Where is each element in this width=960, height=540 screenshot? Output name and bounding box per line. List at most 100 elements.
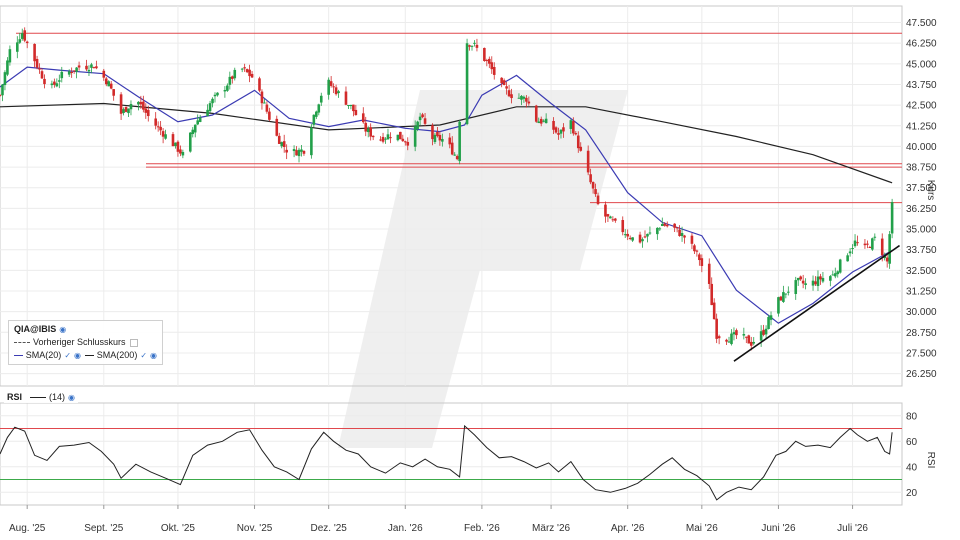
candle-body bbox=[821, 277, 825, 282]
candle-body bbox=[604, 204, 607, 217]
candle-body bbox=[33, 43, 36, 62]
candle-body bbox=[510, 94, 513, 99]
candle-body bbox=[90, 64, 93, 68]
rsi-tick-label: 20 bbox=[906, 488, 918, 499]
candle-body bbox=[3, 72, 7, 86]
candle-body bbox=[50, 83, 54, 86]
candle-body bbox=[544, 118, 548, 124]
candle-body bbox=[38, 68, 41, 70]
candle-body bbox=[35, 58, 39, 68]
candle-body bbox=[579, 146, 583, 151]
rsi-line bbox=[0, 424, 893, 501]
candle-body bbox=[846, 255, 849, 262]
candle-body bbox=[490, 62, 494, 70]
candle-body bbox=[43, 78, 46, 85]
candle-body bbox=[381, 136, 385, 142]
watermark-logo bbox=[338, 90, 628, 448]
candle-body bbox=[712, 302, 716, 320]
candle-body bbox=[801, 280, 805, 284]
candle-body bbox=[735, 330, 738, 336]
candle-body bbox=[641, 239, 644, 242]
candle-body bbox=[678, 229, 681, 237]
candle-body bbox=[502, 80, 506, 85]
rsi-tick-label: 40 bbox=[906, 462, 918, 473]
rsi-legend: RSI (14) ◉ bbox=[4, 392, 79, 403]
candle-body bbox=[453, 154, 457, 156]
candle-body bbox=[799, 276, 802, 280]
candle-body bbox=[139, 101, 143, 105]
candle-body bbox=[282, 141, 286, 147]
price-tick-label: 35.000 bbox=[906, 225, 937, 236]
candle-body bbox=[176, 141, 180, 152]
candle-body bbox=[193, 124, 197, 133]
check-icon[interactable]: ✓ bbox=[140, 351, 148, 360]
legend-sma-row: SMA(20) ✓ ◉ SMA(200) ✓ ◉ bbox=[14, 349, 157, 362]
candle-body bbox=[25, 41, 29, 44]
price-tick-label: 38.750 bbox=[906, 163, 937, 174]
candle-body bbox=[337, 91, 340, 94]
candle-body bbox=[164, 134, 167, 139]
candle-body bbox=[695, 250, 699, 252]
candle-body bbox=[119, 94, 123, 114]
candle-body bbox=[226, 85, 229, 91]
candle-body bbox=[198, 117, 202, 122]
price-tick-label: 43.750 bbox=[906, 80, 937, 91]
candle-body bbox=[70, 72, 73, 74]
candle-body bbox=[787, 291, 790, 293]
info-globe-icon[interactable]: ◉ bbox=[68, 393, 76, 402]
candle-body bbox=[0, 94, 2, 96]
candle-body bbox=[863, 243, 867, 246]
candle-body bbox=[888, 234, 891, 264]
candle-body bbox=[403, 141, 407, 143]
candle-body bbox=[883, 255, 887, 259]
candle-body bbox=[240, 68, 244, 70]
x-tick-label: März '26 bbox=[532, 523, 570, 534]
candle-body bbox=[539, 118, 543, 124]
candle-body bbox=[458, 121, 461, 162]
candle-body bbox=[431, 125, 434, 140]
candle-body bbox=[811, 280, 815, 286]
candle-body bbox=[122, 109, 125, 113]
candle-body bbox=[673, 223, 676, 228]
price-tick-label: 41.250 bbox=[906, 121, 937, 132]
candle-body bbox=[767, 317, 770, 329]
candle-body bbox=[465, 43, 469, 125]
candle-body bbox=[517, 97, 521, 99]
candle-body bbox=[851, 248, 854, 250]
candle-body bbox=[853, 240, 857, 247]
candle-body bbox=[777, 297, 780, 314]
price-tick-label: 33.750 bbox=[906, 245, 937, 256]
candle-body bbox=[525, 97, 528, 102]
candle-body bbox=[386, 134, 390, 140]
candle-body bbox=[436, 131, 439, 137]
check-icon[interactable]: ✓ bbox=[64, 351, 72, 360]
candle-body bbox=[347, 104, 350, 107]
candle-body bbox=[663, 223, 667, 226]
candle-body bbox=[75, 67, 78, 72]
candle-body bbox=[223, 89, 227, 92]
candle-body bbox=[329, 81, 333, 86]
candle-body bbox=[230, 76, 234, 79]
candle-body bbox=[742, 334, 746, 336]
candle-body bbox=[102, 70, 106, 78]
info-globe-icon[interactable]: ◉ bbox=[150, 351, 157, 360]
candle-body bbox=[243, 67, 246, 69]
info-globe-icon[interactable]: ◉ bbox=[59, 325, 67, 334]
candle-body bbox=[829, 276, 832, 281]
rsi-axis-title: RSI bbox=[925, 452, 936, 469]
candle-body bbox=[112, 89, 115, 96]
candle-body bbox=[782, 292, 785, 302]
candle-body bbox=[680, 233, 684, 237]
candle-body bbox=[500, 77, 503, 83]
candle-body bbox=[796, 277, 800, 281]
sma200-swatch bbox=[85, 355, 94, 356]
candle-body bbox=[725, 339, 728, 342]
candle-body bbox=[285, 149, 288, 153]
info-globe-icon[interactable]: ◉ bbox=[74, 351, 81, 360]
rsi-tick-label: 80 bbox=[906, 411, 918, 422]
checkbox-icon[interactable] bbox=[129, 338, 138, 347]
candle-body bbox=[468, 45, 471, 47]
x-tick-label: Aug. '25 bbox=[9, 523, 46, 534]
candle-body bbox=[623, 234, 627, 236]
candle-body bbox=[142, 101, 145, 110]
